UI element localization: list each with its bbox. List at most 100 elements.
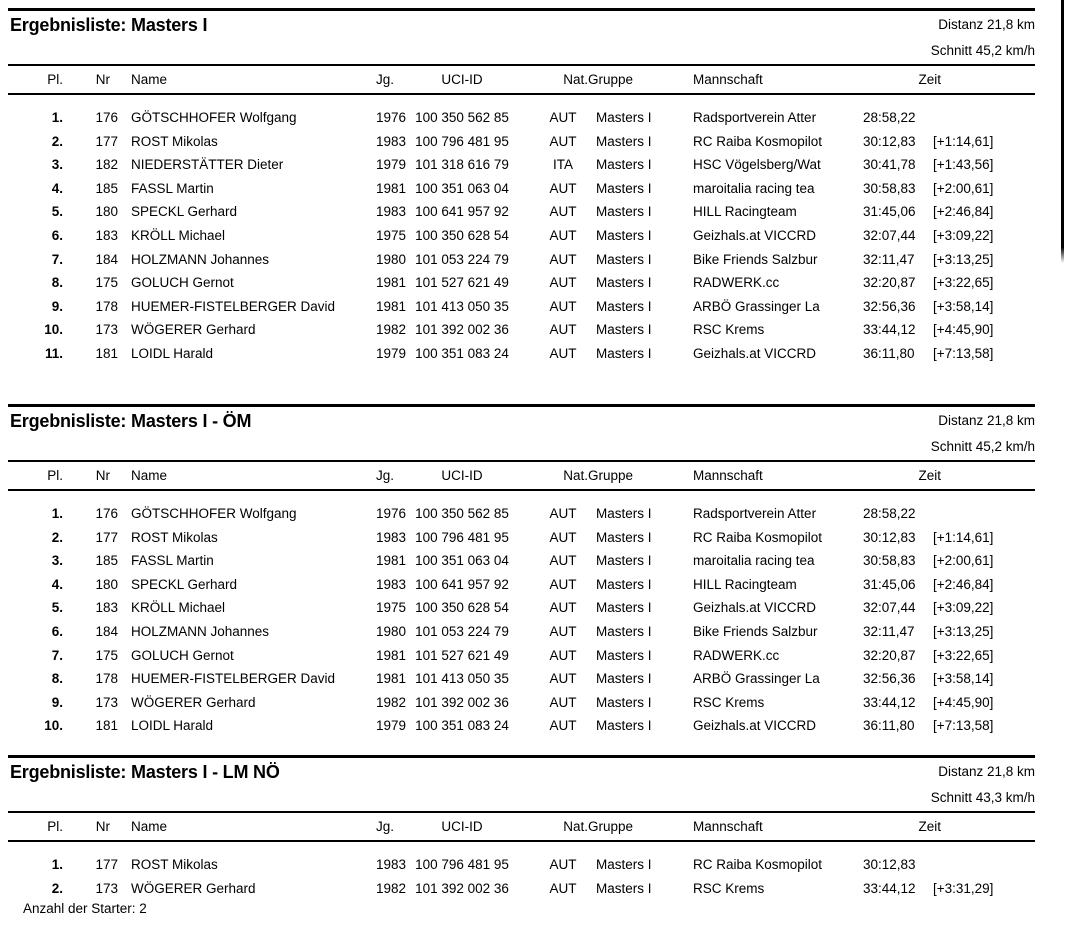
- cell-zeit: 32:11,47: [863, 623, 915, 639]
- cell-mannschaft: Geizhals.at VICCRD: [693, 345, 817, 361]
- cell-jg: 1981: [376, 553, 407, 569]
- cell-mannschaft: Geizhals.at VICCRD: [693, 718, 817, 734]
- cell-nr: 176: [95, 110, 118, 125]
- cell-name: WÖGERER Gerhard: [131, 694, 256, 710]
- cell-nr: 181: [95, 345, 118, 361]
- table-row: 7. 175 GOLUCH Gernot 1981 101 527 621 49 AUT M…: [8, 644, 1035, 668]
- cell-nr: 175: [95, 647, 118, 663]
- table-row: 10. 173 WÖGERER Gerhard 1982 101 392 002 36 A…: [8, 318, 1035, 342]
- cell-nr: 185: [95, 180, 118, 196]
- cell-diff: [+3:58,14]: [933, 298, 994, 314]
- column-header-zeit: Zeit: [918, 468, 941, 483]
- cell-jg: 1979: [376, 157, 407, 173]
- cell-nr: 177: [95, 857, 118, 872]
- cell-nat: AUT: [549, 694, 577, 710]
- cell-jg: 1981: [376, 647, 407, 663]
- column-header-nat: Nat.: [563, 468, 588, 483]
- cell-pl: 2.: [51, 529, 63, 545]
- cell-zeit: 32:20,87: [863, 275, 916, 291]
- cell-nr: 185: [95, 553, 118, 569]
- column-header-gruppe: Gruppe: [588, 72, 634, 87]
- cell-mannschaft: HILL Racingteam: [693, 576, 797, 592]
- cell-mannschaft: Radsportverein Atter: [693, 110, 817, 125]
- cell-nat: AUT: [549, 576, 577, 592]
- cell-nr: 177: [95, 133, 118, 149]
- cell-mannschaft: RC Raiba Kosmopilot: [693, 529, 823, 545]
- cell-mannschaft: maroitalia racing tea: [693, 553, 815, 569]
- cell-mannschaft: RSC Krems: [693, 322, 765, 338]
- cell-zeit: 28:58,22: [863, 110, 916, 125]
- column-header-nr: Nr: [95, 72, 110, 87]
- table-row: 1. 176 GÖTSCHHOFER Wolfgang 1976 100 350 562…: [8, 106, 1035, 130]
- cell-pl: 10.: [44, 718, 63, 734]
- cell-diff: [+3:13,25]: [933, 251, 994, 267]
- column-header-row: Pl. Nr Name Jg. UCI-ID Nat. Gruppe Mannschaft Ze…: [8, 813, 1035, 840]
- cell-name: ROST Mikolas: [131, 529, 218, 545]
- cell-diff: [+4:45,90]: [933, 322, 994, 338]
- cell-zeit: 32:07,44: [863, 600, 916, 616]
- table-row: 2. 173 WÖGERER Gerhard 1982 101 392 002 36 AU…: [8, 877, 1035, 901]
- cell-uci: 100 351 083 24: [415, 718, 509, 734]
- cell-gruppe: Masters I: [596, 694, 652, 710]
- cell-jg: 1982: [376, 880, 407, 896]
- cell-uci: 101 527 621 49: [415, 647, 509, 663]
- cell-diff: [933, 106, 1035, 130]
- cell-gruppe: Masters I: [596, 718, 652, 734]
- table-row: 2. 177 ROST Mikolas 1983 100 796 481 95 AUT Ma…: [8, 130, 1035, 154]
- cell-mannschaft: Geizhals.at VICCRD: [693, 227, 817, 243]
- cell-nr: 184: [95, 251, 118, 267]
- table-rows: 1. 176 GÖTSCHHOFER Wolfgang 1976 100 350 562…: [8, 502, 1035, 738]
- column-header-gruppe: Gruppe: [588, 819, 634, 834]
- cell-nr: 183: [95, 600, 118, 616]
- cell-jg: 1980: [376, 251, 407, 267]
- table-meta: Distanz 21,8 km Schnitt 45,2 km/h: [931, 12, 1035, 64]
- column-header-jg: Jg.: [376, 819, 395, 834]
- cell-mannschaft: HILL Racingteam: [693, 204, 797, 220]
- cell-nr: 180: [95, 204, 118, 220]
- vertical-scrollbar-thumb[interactable]: [1061, 0, 1064, 263]
- cell-zeit: 28:58,22: [863, 506, 916, 521]
- cell-jg: 1983: [376, 204, 407, 220]
- cell-nr: 175: [95, 275, 118, 291]
- cell-pl: 6.: [51, 623, 63, 639]
- table-row: 8. 178 HUEMER-FISTELBERGER David 1981 101 41…: [8, 667, 1035, 691]
- table-top-rule: [8, 755, 1035, 758]
- cell-jg: 1983: [376, 857, 407, 872]
- table-rows: 1. 177 ROST Mikolas 1983 100 796 481 95 AUT Ma…: [8, 853, 1035, 900]
- cell-uci: 100 641 957 92: [415, 204, 509, 220]
- cell-name: KRÖLL Michael: [131, 227, 226, 243]
- cell-pl: 9.: [51, 694, 63, 710]
- cell-pl: 3.: [51, 157, 63, 173]
- cell-diff: [+1:14,61]: [933, 133, 994, 149]
- cell-zeit: 32:56,36: [863, 298, 916, 314]
- cell-nat: AUT: [549, 275, 577, 291]
- cell-mannschaft: Geizhals.at VICCRD: [693, 600, 817, 616]
- table-row: 9. 178 HUEMER-FISTELBERGER David 1981 101 41…: [8, 295, 1035, 319]
- cell-gruppe: Masters I: [596, 227, 652, 243]
- column-header-row: Pl. Nr Name Jg. UCI-ID Nat. Gruppe Mannschaft Ze…: [8, 66, 1035, 93]
- cell-mannschaft: maroitalia racing tea: [693, 180, 815, 196]
- cell-uci: 100 796 481 95: [415, 857, 509, 872]
- cell-diff: [+2:00,61]: [933, 553, 994, 569]
- cell-pl: 4.: [51, 576, 63, 592]
- cell-zeit: 32:11,47: [863, 251, 915, 267]
- cell-jg: 1976: [376, 110, 407, 125]
- cell-gruppe: Masters I: [596, 298, 652, 314]
- cell-pl: 2.: [51, 133, 63, 149]
- cell-zeit: 30:58,83: [863, 553, 916, 569]
- cell-nat: AUT: [549, 647, 577, 663]
- table-title: Ergebnisliste: Masters I - ÖM: [10, 411, 252, 431]
- cell-gruppe: Masters I: [596, 506, 652, 521]
- cell-gruppe: Masters I: [596, 275, 652, 291]
- cell-gruppe: Masters I: [596, 623, 652, 639]
- cell-uci: 101 392 002 36: [415, 322, 509, 338]
- cell-gruppe: Masters I: [596, 110, 652, 125]
- table-row: 5. 183 KRÖLL Michael 1975 100 350 628 54 AUT M…: [8, 596, 1035, 620]
- cell-uci: 100 796 481 95: [415, 133, 509, 149]
- distance-label: Distanz 21,8 km: [938, 413, 1035, 428]
- cell-mannschaft: RSC Krems: [693, 880, 765, 896]
- column-header-nat: Nat.: [563, 72, 588, 87]
- cell-gruppe: Masters I: [596, 345, 652, 361]
- header-bottom-rule: [8, 93, 1035, 95]
- distance-label: Distanz 21,8 km: [938, 17, 1035, 32]
